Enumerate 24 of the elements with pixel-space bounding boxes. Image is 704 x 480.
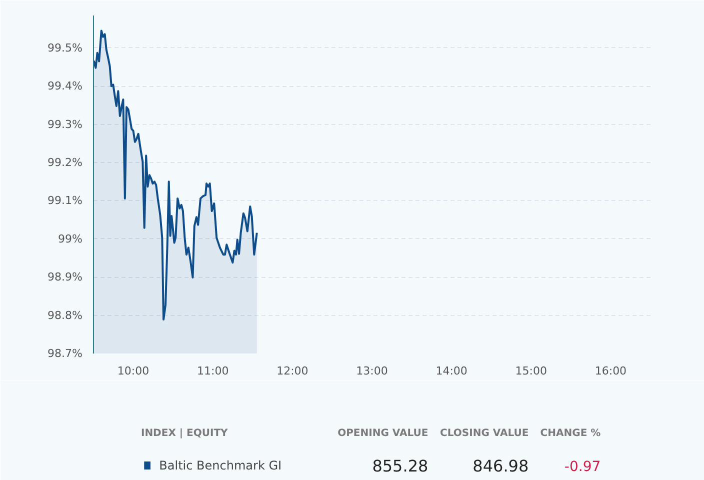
y-tick-label: 99.4% xyxy=(48,80,83,93)
text: OPENING VALUE xyxy=(338,428,428,439)
y-tick-label: 99.2% xyxy=(48,156,83,170)
y-tick-label: 99.1% xyxy=(48,194,83,208)
text: 855.28 xyxy=(372,456,428,476)
y-tick-label: 98.8% xyxy=(48,308,83,322)
x-tick-label: 15:00 xyxy=(515,364,547,378)
x-tick-label: 14:00 xyxy=(436,364,468,378)
y-tick-label: 99% xyxy=(58,232,83,246)
text: -0.97 xyxy=(564,459,601,475)
y-tick-label: 99.5% xyxy=(48,41,83,54)
y-tick-label: 98.7% xyxy=(48,347,83,360)
x-tick-label: 11:00 xyxy=(197,364,229,378)
text: 846.98 xyxy=(472,456,529,476)
text: CLOSING VALUE xyxy=(440,428,529,439)
x-tick-label: 16:00 xyxy=(594,364,627,378)
text: CHANGE % xyxy=(540,428,601,439)
x-tick-label: 13:00 xyxy=(356,364,388,378)
text: INDEX | EQUITY xyxy=(140,428,229,439)
x-tick-label: 10:00 xyxy=(117,364,150,378)
y-tick-label: 99.3% xyxy=(48,118,83,131)
legend-label: Baltic Benchmark GI xyxy=(159,458,282,472)
y-tick-label: 98.9% xyxy=(48,270,83,284)
x-tick-label: 12:00 xyxy=(276,364,308,378)
